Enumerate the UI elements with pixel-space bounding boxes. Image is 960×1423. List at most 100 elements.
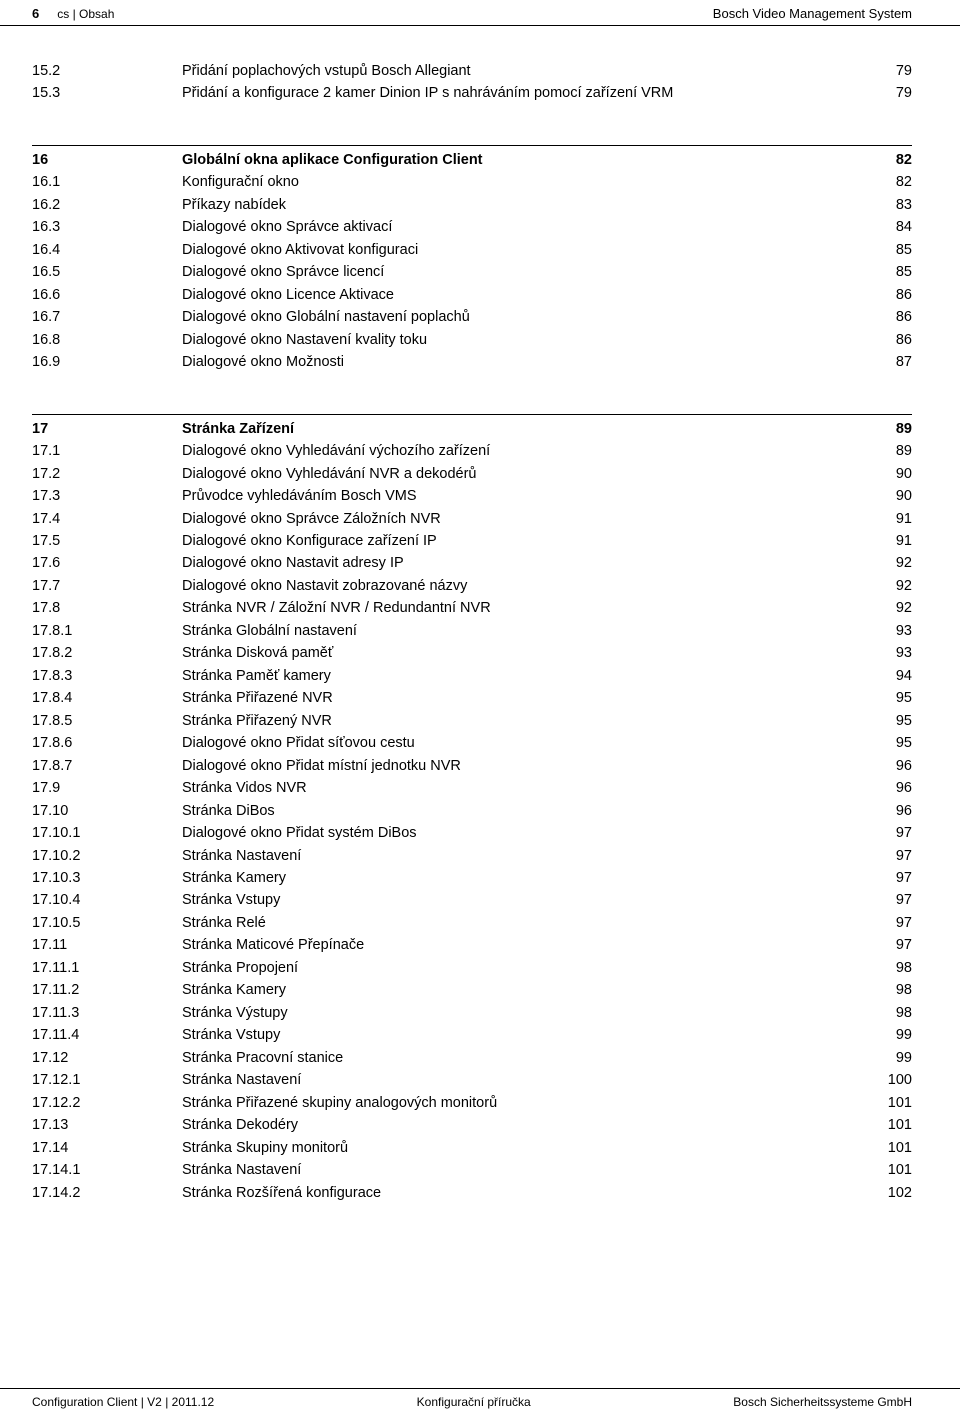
toc-entry-number: 17.14 bbox=[32, 1137, 182, 1159]
toc-entry: 17.8Stránka NVR / Záložní NVR / Redundan… bbox=[32, 597, 912, 619]
toc-entry-page: 94 bbox=[852, 665, 912, 687]
toc-section-number: 17 bbox=[32, 418, 182, 440]
toc-entry: 17.10Stránka DiBos96 bbox=[32, 800, 912, 822]
toc-entry-page: 100 bbox=[852, 1069, 912, 1091]
toc-entry-number: 17.12 bbox=[32, 1047, 182, 1069]
toc-entry-number: 17.10.4 bbox=[32, 889, 182, 911]
toc-entry: 17.5Dialogové okno Konfigurace zařízení … bbox=[32, 530, 912, 552]
toc-entry-number: 17.10.2 bbox=[32, 845, 182, 867]
toc-entry: 17.8.3Stránka Paměť kamery94 bbox=[32, 665, 912, 687]
toc-entry-page: 101 bbox=[852, 1159, 912, 1181]
footer-left: Configuration Client | V2 | 2011.12 bbox=[32, 1395, 214, 1409]
toc-entry: 17.10.5Stránka Relé97 bbox=[32, 912, 912, 934]
toc-entry: 17.8.2Stránka Disková paměť93 bbox=[32, 642, 912, 664]
toc-entry-title: Dialogové okno Vyhledávání výchozího zař… bbox=[182, 440, 852, 462]
toc-entry: 16.8Dialogové okno Nastavení kvality tok… bbox=[32, 329, 912, 351]
toc-entry-number: 17.14.1 bbox=[32, 1159, 182, 1181]
toc-entry-number: 16.1 bbox=[32, 171, 182, 193]
toc-entry: 16.1Konfigurační okno82 bbox=[32, 171, 912, 193]
toc-entry: 15.2Přidání poplachových vstupů Bosch Al… bbox=[32, 60, 912, 82]
toc-entry-number: 17.11.3 bbox=[32, 1002, 182, 1024]
header-product: Bosch Video Management System bbox=[713, 6, 912, 21]
toc-entry-title: Dialogové okno Nastavit adresy IP bbox=[182, 552, 852, 574]
toc-entry-number: 17.11 bbox=[32, 934, 182, 956]
toc-entry-page: 97 bbox=[852, 867, 912, 889]
toc-entry-title: Dialogové okno Nastavení kvality toku bbox=[182, 329, 852, 351]
toc-entry-number: 17.11.1 bbox=[32, 957, 182, 979]
toc-entry-number: 17.12.1 bbox=[32, 1069, 182, 1091]
toc-entry: 17.10.3Stránka Kamery97 bbox=[32, 867, 912, 889]
page-footer: Configuration Client | V2 | 2011.12 Konf… bbox=[0, 1388, 960, 1409]
toc-entry: 17.12Stránka Pracovní stanice99 bbox=[32, 1047, 912, 1069]
toc-entry-title: Dialogové okno Globální nastavení poplac… bbox=[182, 306, 852, 328]
toc-entry-page: 92 bbox=[852, 597, 912, 619]
toc-entry: 17.8.1Stránka Globální nastavení93 bbox=[32, 620, 912, 642]
toc-entry-number: 17.2 bbox=[32, 463, 182, 485]
toc-entry-page: 95 bbox=[852, 710, 912, 732]
toc-entry-page: 85 bbox=[852, 239, 912, 261]
toc-entry-page: 98 bbox=[852, 979, 912, 1001]
toc-entry-page: 101 bbox=[852, 1114, 912, 1136]
toc-entry-title: Stránka Pracovní stanice bbox=[182, 1047, 852, 1069]
toc-entry-page: 93 bbox=[852, 620, 912, 642]
toc-entry-page: 97 bbox=[852, 912, 912, 934]
toc-entry: 17.8.5Stránka Přiřazený NVR95 bbox=[32, 710, 912, 732]
toc-entry-page: 83 bbox=[852, 194, 912, 216]
toc-entry-title: Dialogové okno Správce aktivací bbox=[182, 216, 852, 238]
page-header: 6 cs | Obsah Bosch Video Management Syst… bbox=[0, 0, 960, 26]
toc-entry-number: 16.3 bbox=[32, 216, 182, 238]
toc-entry-title: Stránka Přiřazené NVR bbox=[182, 687, 852, 709]
toc-entry-title: Konfigurační okno bbox=[182, 171, 852, 193]
toc-entry-title: Stránka Disková paměť bbox=[182, 642, 852, 664]
toc-entry-page: 92 bbox=[852, 552, 912, 574]
toc-entry-number: 17.9 bbox=[32, 777, 182, 799]
toc-entry: 15.3Přidání a konfigurace 2 kamer Dinion… bbox=[32, 82, 912, 104]
toc-entry: 17.14Stránka Skupiny monitorů101 bbox=[32, 1137, 912, 1159]
toc-entry-number: 17.12.2 bbox=[32, 1092, 182, 1114]
toc-entry-page: 82 bbox=[852, 171, 912, 193]
toc-entry-title: Stránka NVR / Záložní NVR / Redundantní … bbox=[182, 597, 852, 619]
toc-entry-page: 91 bbox=[852, 508, 912, 530]
toc-section-group: 16Globální okna aplikace Configuration C… bbox=[32, 145, 912, 374]
toc-entry-title: Stránka Relé bbox=[182, 912, 852, 934]
toc-entry-title: Dialogové okno Licence Aktivace bbox=[182, 284, 852, 306]
toc-entry-number: 17.13 bbox=[32, 1114, 182, 1136]
toc-entry-page: 97 bbox=[852, 822, 912, 844]
toc-entry-number: 17.4 bbox=[32, 508, 182, 530]
toc-entry-title: Stránka Vstupy bbox=[182, 889, 852, 911]
toc-entry-page: 90 bbox=[852, 463, 912, 485]
toc-entry-page: 98 bbox=[852, 1002, 912, 1024]
toc-entry-title: Dialogové okno Vyhledávání NVR a dekodér… bbox=[182, 463, 852, 485]
toc-entry-title: Dialogové okno Přidat síťovou cestu bbox=[182, 732, 852, 754]
toc-entry-page: 93 bbox=[852, 642, 912, 664]
toc-entry: 17.11Stránka Maticové Přepínače97 bbox=[32, 934, 912, 956]
toc-entry-page: 96 bbox=[852, 777, 912, 799]
toc-entry-number: 17.10.3 bbox=[32, 867, 182, 889]
toc-entry-number: 17.6 bbox=[32, 552, 182, 574]
toc-entry-page: 89 bbox=[852, 440, 912, 462]
toc-section-header: 16Globální okna aplikace Configuration C… bbox=[32, 145, 912, 171]
toc-entry-number: 17.10.5 bbox=[32, 912, 182, 934]
toc-entry-number: 17.3 bbox=[32, 485, 182, 507]
toc-entry-number: 15.3 bbox=[32, 82, 182, 104]
toc-entry: 16.2Příkazy nabídek83 bbox=[32, 194, 912, 216]
toc-entry: 17.9Stránka Vidos NVR96 bbox=[32, 777, 912, 799]
toc-entry-number: 17.8.1 bbox=[32, 620, 182, 642]
toc-entry-title: Stránka DiBos bbox=[182, 800, 852, 822]
toc-entry-page: 96 bbox=[852, 755, 912, 777]
toc-entry: 17.6Dialogové okno Nastavit adresy IP92 bbox=[32, 552, 912, 574]
toc-entry-page: 101 bbox=[852, 1137, 912, 1159]
toc-entry-number: 17.8.5 bbox=[32, 710, 182, 732]
toc-entry-page: 91 bbox=[852, 530, 912, 552]
toc-entry: 17.7Dialogové okno Nastavit zobrazované … bbox=[32, 575, 912, 597]
toc-entry-title: Stránka Nastavení bbox=[182, 1069, 852, 1091]
toc-entry-number: 17.8.3 bbox=[32, 665, 182, 687]
toc-entry-title: Stránka Vstupy bbox=[182, 1024, 852, 1046]
toc-entry-number: 15.2 bbox=[32, 60, 182, 82]
toc-entry: 16.5Dialogové okno Správce licencí85 bbox=[32, 261, 912, 283]
toc-section-title: Stránka Zařízení bbox=[182, 418, 852, 440]
toc-entry-title: Stránka Skupiny monitorů bbox=[182, 1137, 852, 1159]
toc-entry-number: 17.7 bbox=[32, 575, 182, 597]
toc-entry-title: Dialogové okno Možnosti bbox=[182, 351, 852, 373]
toc-entry-number: 17.10 bbox=[32, 800, 182, 822]
